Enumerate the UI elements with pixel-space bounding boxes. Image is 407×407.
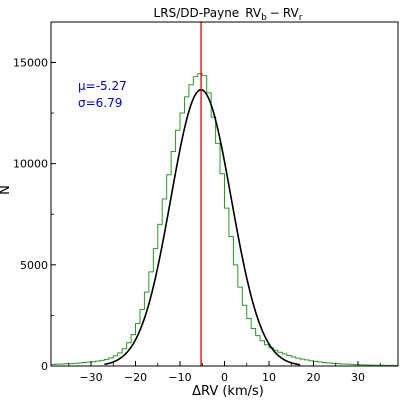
- title-minus: −: [270, 6, 280, 20]
- histogram-outline: [50, 73, 398, 366]
- title-main: LRS/DD-Payne: [154, 6, 240, 20]
- plot-area: [50, 22, 398, 366]
- gaussian-fit: [104, 88, 301, 366]
- title-term2-sub: r: [299, 13, 303, 23]
- y-tick-label: 15000: [13, 56, 48, 69]
- x-tick-label: −10: [168, 371, 191, 384]
- x-tick-label: −20: [124, 371, 147, 384]
- y-tick-label: 10000: [13, 158, 48, 171]
- x-tick-label: 0: [221, 371, 228, 384]
- sigma-annotation: σ=6.79: [78, 96, 122, 110]
- y-tick-label: 0: [41, 360, 48, 373]
- histogram: [50, 73, 398, 366]
- y-axis: 0 5000 10000 15000: [13, 56, 56, 373]
- x-tick-label: 20: [306, 371, 320, 384]
- title-term1-sub: b: [261, 13, 267, 23]
- chart-title: LRS/DD-Payne RVb − RVr: [154, 6, 303, 23]
- y-axis-label: N: [0, 185, 13, 195]
- title-term1: RV: [245, 6, 262, 20]
- gaussian-curve: [104, 88, 301, 366]
- x-tick-label: 10: [262, 371, 276, 384]
- x-axis-label: ΔRV (km/s): [192, 384, 264, 399]
- x-tick-label: 30: [351, 371, 365, 384]
- mu-annotation: μ=-5.27: [78, 79, 127, 93]
- y-tick-label: 5000: [20, 259, 48, 272]
- title-term2: RV: [283, 6, 300, 20]
- x-axis: −30 −20 −10 0 10 20 30: [68, 361, 381, 384]
- x-tick-label: −30: [79, 371, 102, 384]
